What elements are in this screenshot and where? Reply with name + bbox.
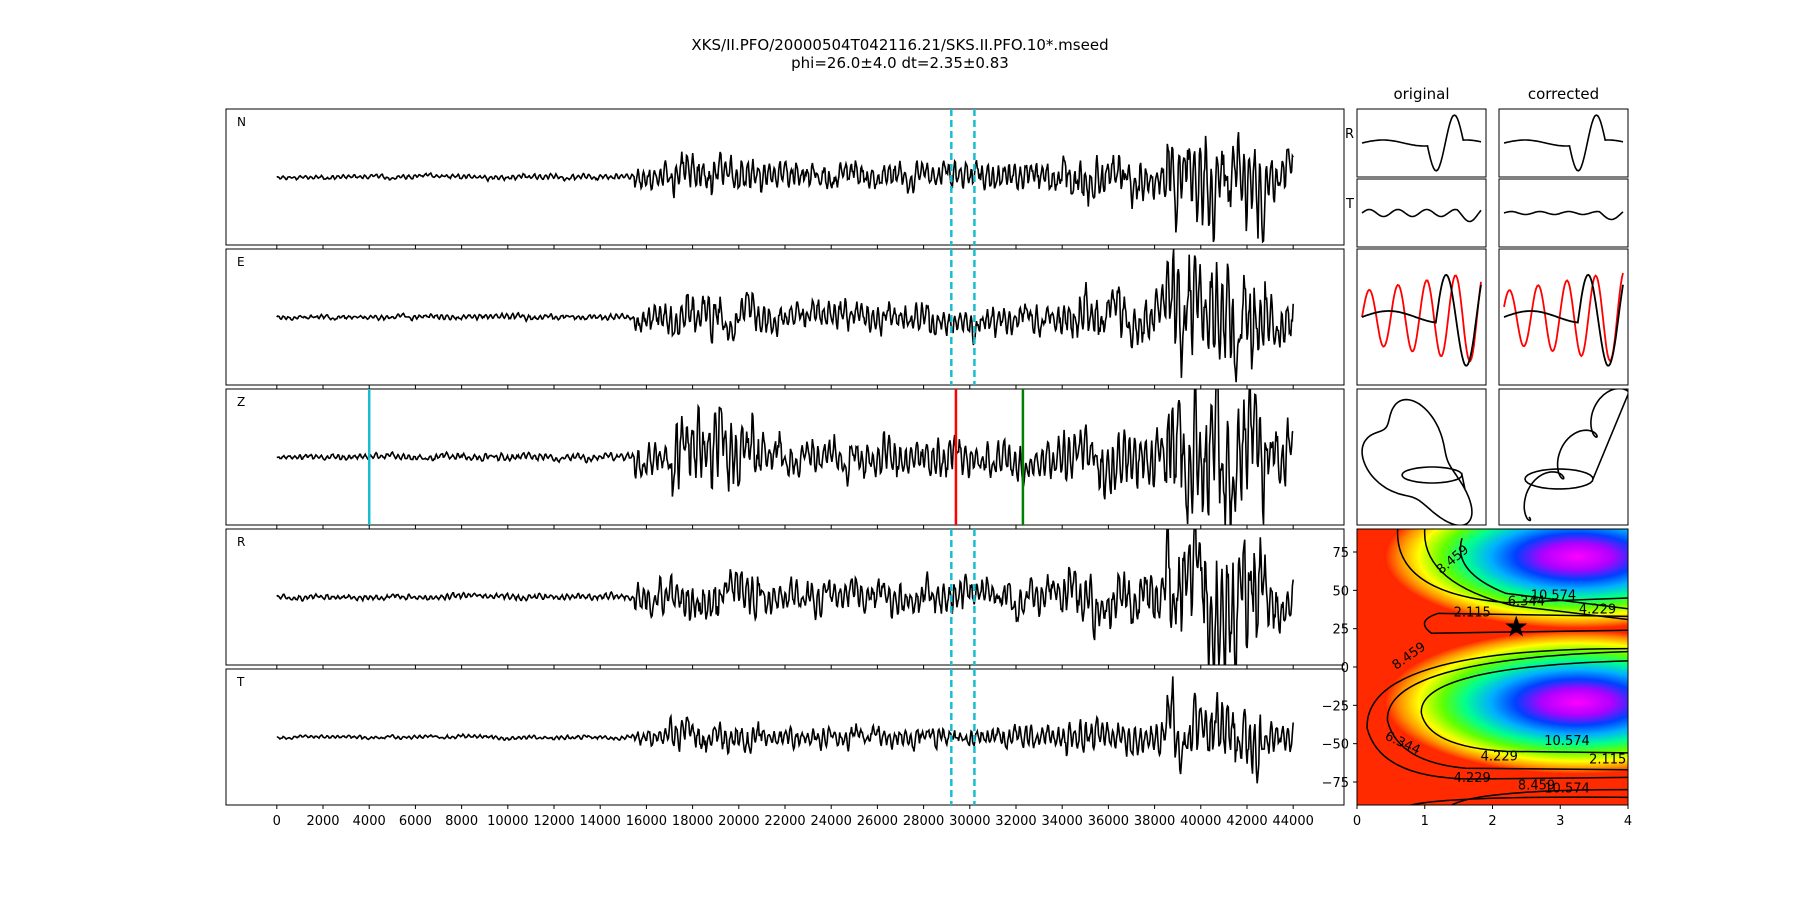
heatmap-x-tick-label: 1 [1421,814,1429,829]
heatmap-contour-line [1420,660,1628,754]
contour-level-label: 10.574 [1531,589,1577,604]
x-tick-label: 4000 [353,814,386,829]
contour-level-label: 2.115 [1454,605,1491,620]
x-tick-label: 32000 [995,814,1036,829]
pm-panel-original-T [1356,178,1487,248]
pm-row-label-t: T [1345,197,1354,212]
x-tick-label: 0 [273,814,281,829]
heatmap-x-tick-label: 4 [1624,814,1632,829]
pm-overlay-red [1503,272,1624,363]
heatmap-y-tick-label: −75 [1322,776,1349,791]
pm-panel-corrected-T [1498,178,1629,248]
heatmap-energy-lobe [1384,630,1628,775]
pm-overlay-black [1503,273,1624,367]
heatmap-x-tick-label: 3 [1556,814,1564,829]
x-tick-label: 42000 [1226,814,1267,829]
x-tick-label: 26000 [857,814,898,829]
heatmap-contour-line [1411,796,1628,805]
trace-label-z: Z [237,395,245,409]
pm-panel-original-R [1356,108,1487,178]
pm-trace-r [1503,114,1624,172]
pm-particle-motion [1523,389,1628,522]
heatmap-contour-line [1423,529,1628,621]
contour-level-label: 6.344 [1508,595,1545,610]
heatmap-y-tick-label: 75 [1332,546,1349,561]
x-tick-label: 20000 [718,814,759,829]
contour-level-label: 10.574 [1544,782,1590,797]
trace-label-n: N [237,115,246,129]
x-tick-label: 2000 [306,814,339,829]
heatmap-contour-line [1386,650,1628,771]
x-tick-label: 30000 [949,814,990,829]
figure-subtitle: phi=26.0±4.0 dt=2.35±0.83 [791,54,1009,72]
pm-overlay-black [1361,273,1482,367]
trace-label-r: R [237,535,245,549]
x-tick-label: 28000 [903,814,944,829]
trace-waveform-r [276,529,1294,665]
contour-level-label: 4.229 [1579,602,1616,617]
x-tick-label: 36000 [1088,814,1129,829]
heatmap-energy-lobe [1384,529,1628,629]
trace-waveform-e [276,249,1294,383]
trace-waveform-n [276,132,1294,244]
contour-level-label: 8.459 [1518,779,1555,794]
pm-overlay-red [1361,274,1482,363]
heatmap-contour-line [1423,612,1628,635]
x-tick-label: 44000 [1273,814,1314,829]
trace-waveform-z [276,389,1294,525]
pm-trace-r [1361,114,1482,172]
pm-row-label-r: R [1345,127,1354,142]
column-title-original: original [1393,85,1449,103]
best-fit-star-icon [1505,615,1528,637]
pm-trace-t [1503,210,1624,221]
x-tick-label: 34000 [1042,814,1083,829]
pm-panel-original-particle [1356,388,1487,526]
heatmap-y-tick-label: −25 [1322,699,1349,714]
pm-trace-t [1361,208,1482,223]
figure-title: XKS/II.PFO/20000504T042116.21/SKS.II.PFO… [691,36,1109,54]
pm-panel-corrected-overlay [1498,248,1629,386]
column-title-corrected: corrected [1528,85,1599,103]
trace-waveform-t [276,676,1294,784]
heatmap-y-tick-label: 0 [1341,661,1349,676]
x-tick-label: 40000 [1180,814,1221,829]
pm-panel-original-overlay [1356,248,1487,386]
contour-level-label: 4.229 [1481,750,1518,765]
x-tick-label: 12000 [533,814,574,829]
trace-label-e: E [237,255,245,269]
pm-panel-corrected-particle [1498,388,1629,526]
trace-label-t: T [236,675,245,689]
heatmap-contour-line [1459,537,1628,610]
x-tick-label: 8000 [445,814,478,829]
heatmap-x-tick-label: 2 [1488,814,1496,829]
x-tick-label: 38000 [1134,814,1175,829]
heatmap-x-tick-label: 0 [1353,814,1361,829]
heatmap-y-tick-label: −50 [1322,738,1349,753]
heatmap-contour-line [1366,647,1628,780]
x-tick-label: 22000 [764,814,805,829]
x-tick-label: 14000 [580,814,621,829]
heatmap-contour-line [1396,529,1628,604]
x-tick-label: 6000 [399,814,432,829]
heatmap-y-tick-label: 25 [1332,623,1349,638]
contour-level-label: 4.229 [1454,771,1491,786]
contour-level-label: 10.574 [1544,734,1590,749]
x-tick-label: 18000 [672,814,713,829]
x-tick-label: 10000 [487,814,528,829]
pm-panel-corrected-R [1498,108,1629,178]
x-tick-label: 24000 [811,814,852,829]
heatmap-contour-line [1451,788,1628,805]
heatmap-y-tick-label: 50 [1332,584,1349,599]
contour-level-label: 2.115 [1589,753,1626,768]
pm-particle-motion [1361,398,1473,525]
x-tick-label: 16000 [626,814,667,829]
